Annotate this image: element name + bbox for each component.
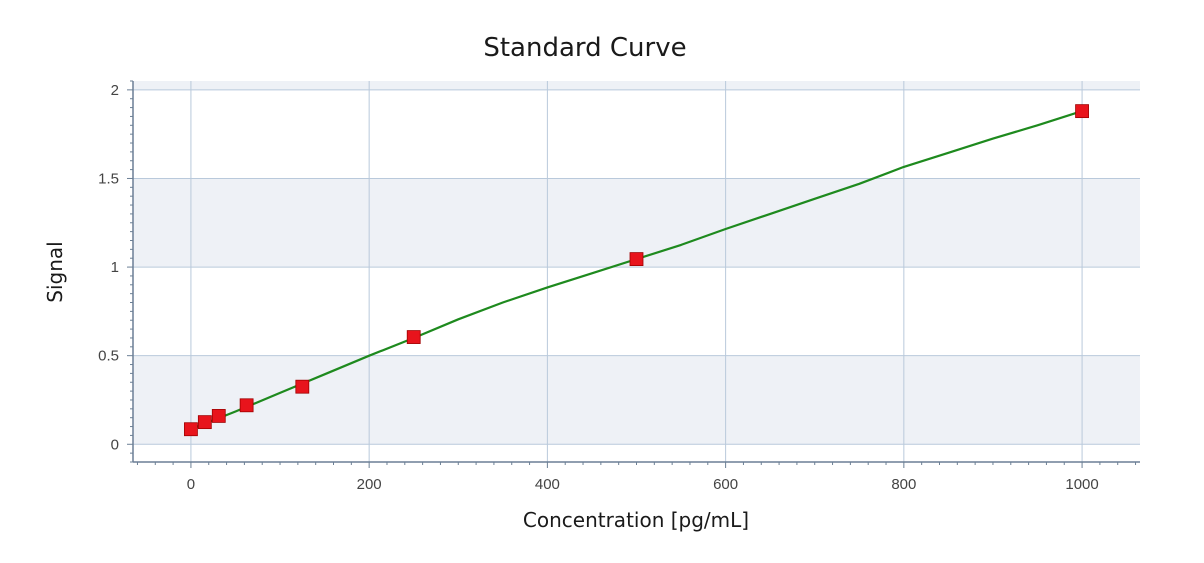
y-axis-label: Signal — [43, 241, 67, 302]
data-point — [295, 379, 310, 394]
plot-band — [133, 89, 1140, 179]
x-tick-label: 400 — [535, 476, 560, 493]
y-tick-label: 1 — [111, 259, 119, 276]
gridlines — [133, 81, 1140, 462]
plot-band — [133, 81, 1140, 90]
chart-title: Standard Curve — [483, 33, 686, 63]
y-tick-label: 0 — [111, 436, 119, 453]
data-points — [184, 104, 1089, 437]
data-point — [197, 415, 212, 430]
x-tick-label: 1000 — [1065, 476, 1098, 493]
x-axis-ticks: 0 200 400 600 800 1000 — [136, 462, 1137, 493]
plot-band — [133, 355, 1140, 445]
data-point — [406, 330, 421, 344]
x-tick-label: 800 — [891, 476, 916, 493]
x-tick-label: 600 — [713, 476, 738, 493]
data-point — [211, 409, 226, 423]
y-tick-label: 1.5 — [98, 170, 119, 187]
data-point — [239, 398, 254, 413]
y-axis-ticks: 0 0.5 1 1.5 2 — [98, 80, 133, 463]
data-point — [629, 252, 644, 266]
y-tick-label: 0.5 — [98, 348, 119, 365]
plot-band — [133, 444, 1140, 462]
x-tick-label: 200 — [357, 476, 382, 493]
x-axis-label: Concentration [pg/mL] — [523, 508, 749, 532]
data-point — [1075, 104, 1089, 119]
data-point — [184, 422, 198, 437]
plot-area — [133, 81, 1140, 462]
y-tick-label: 2 — [111, 82, 119, 99]
x-tick-label: 0 — [187, 476, 195, 493]
plot-band — [133, 267, 1140, 356]
